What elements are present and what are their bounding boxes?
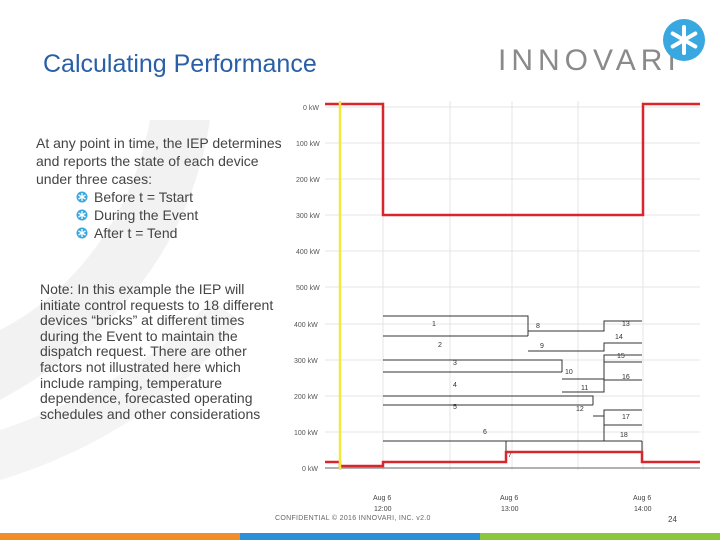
dispatch-request-line	[325, 102, 700, 217]
upper-tick-label: 500 kW	[296, 285, 320, 292]
page-title: Calculating Performance	[43, 50, 317, 78]
brick-label: 16	[622, 374, 630, 381]
lower-tick-label: 200 kW	[294, 394, 318, 401]
x-tick-date: Aug 6	[633, 495, 651, 502]
bar-segment-orange	[0, 533, 240, 540]
bullet-icon	[76, 227, 88, 239]
case-list: Before t = Tstart During the Event After…	[36, 188, 286, 242]
x-tick-date: Aug 6	[500, 495, 518, 502]
brick-steps	[383, 315, 643, 462]
brick-label: 10	[565, 369, 573, 376]
upper-tick-label: 100 kW	[296, 141, 320, 148]
upper-tick-label: 0 kW	[303, 105, 319, 112]
page-number: 24	[668, 515, 677, 524]
confidential-footer: CONFIDENTIAL © 2016 INNOVARI, INC. v2.0	[275, 515, 431, 522]
intro-block: At any point in time, the IEP determines…	[36, 134, 286, 242]
x-tick-time: 12:00	[374, 506, 392, 513]
brick-step-5	[383, 395, 594, 405]
brick-label: 13	[622, 321, 630, 328]
intro-text: At any point in time, the IEP determines…	[36, 135, 282, 187]
brick-label: 15	[617, 353, 625, 360]
brick-label: 7	[508, 452, 512, 459]
brick-label: 2	[438, 342, 442, 349]
brick-step-10	[562, 354, 642, 380]
case-item: During the Event	[76, 206, 286, 224]
upper-tick-label: 200 kW	[296, 177, 320, 184]
brick-label: 8	[536, 323, 540, 330]
brick-step-8	[528, 320, 642, 332]
case-label: After t = Tend	[94, 225, 178, 241]
brick-label: 6	[483, 429, 487, 436]
brick-step-12	[593, 409, 642, 417]
bullet-icon	[76, 209, 88, 221]
upper-axis-labels: 0 kW 100 kW 200 kW 300 kW 400 kW 500 kW	[296, 105, 320, 292]
brick-step-9	[528, 342, 642, 352]
asterisk-logo-icon	[663, 19, 705, 61]
lower-axis-labels: 400 kW 300 kW 200 kW 100 kW 0 kW	[294, 322, 318, 473]
brick-label: 9	[540, 343, 544, 350]
brick-label: 18	[620, 432, 628, 439]
lower-tick-label: 100 kW	[294, 430, 318, 437]
x-tick-labels: Aug 6 12:00 Aug 6 13:00 Aug 6 14:00	[373, 495, 652, 513]
lower-tick-label: 300 kW	[294, 358, 318, 365]
upper-tick-label: 300 kW	[296, 213, 320, 220]
brick-label: 4	[453, 382, 457, 389]
brick-label: 1	[432, 321, 436, 328]
x-tick-date: Aug 6	[373, 495, 391, 502]
brick-label: 3	[453, 360, 457, 367]
brick-label: 17	[622, 414, 630, 421]
bar-segment-green	[480, 533, 720, 540]
case-label: During the Event	[94, 207, 199, 223]
case-item: After t = Tend	[76, 224, 286, 242]
brand-color-bar	[0, 533, 720, 540]
lower-tick-label: 0 kW	[302, 466, 318, 473]
brick-label: 12	[576, 406, 584, 413]
brick-labels: 1 2 3 4 5 6 7 8 9 10 11 12 13 14 15 16 1…	[432, 321, 630, 459]
bar-segment-blue	[240, 533, 480, 540]
lower-tick-label: 400 kW	[294, 322, 318, 329]
case-label: Before t = Tstart	[94, 189, 193, 205]
brick-step-3	[383, 359, 563, 372]
brick-label: 11	[581, 385, 588, 392]
bullet-icon	[76, 191, 88, 203]
brick-step-11	[562, 379, 642, 393]
brick-label: 5	[453, 404, 457, 411]
x-tick-time: 14:00	[634, 506, 652, 513]
upper-tick-label: 400 kW	[296, 249, 320, 256]
brick-step-7	[383, 440, 507, 462]
x-tick-time: 13:00	[501, 506, 519, 513]
brick-label: 14	[615, 334, 623, 341]
case-item: Before t = Tstart	[76, 188, 286, 206]
brick-step-1	[383, 315, 529, 336]
innovari-logo: INNOVARI	[498, 44, 681, 77]
note-text: Note: In this example the IEP will initi…	[40, 281, 274, 422]
